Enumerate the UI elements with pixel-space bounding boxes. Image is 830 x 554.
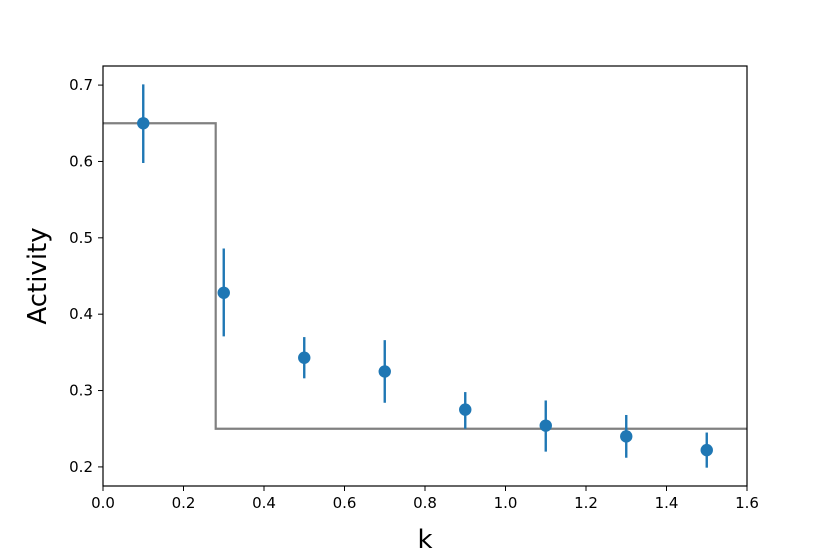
y-tick-label: 0.4 <box>69 305 93 323</box>
x-tick-label: 0.6 <box>333 494 357 512</box>
x-tick-label: 0.2 <box>172 494 196 512</box>
data-point <box>217 286 230 299</box>
data-point <box>298 351 311 364</box>
data-point <box>539 419 552 432</box>
x-tick-label: 0.4 <box>252 494 276 512</box>
x-tick-label: 1.6 <box>735 494 759 512</box>
y-tick-label: 0.2 <box>69 458 93 476</box>
y-tick-label: 0.5 <box>69 229 93 247</box>
step-line <box>103 122 747 430</box>
data-point <box>137 117 150 130</box>
x-tick-label: 0.8 <box>413 494 437 512</box>
x-axis-label: k <box>417 525 432 554</box>
data-point <box>700 443 713 457</box>
x-tick-label: 0.0 <box>91 494 115 512</box>
y-tick-label: 0.6 <box>69 152 93 170</box>
y-tick-label: 0.7 <box>69 76 93 94</box>
y-axis-label: Activity <box>23 227 53 324</box>
data-point <box>378 365 391 378</box>
x-tick-label: 1.2 <box>574 494 598 512</box>
x-tick-label: 1.0 <box>494 494 518 512</box>
data-point <box>459 403 472 416</box>
x-tick-label: 1.4 <box>655 494 679 512</box>
y-tick-label: 0.3 <box>69 382 93 400</box>
data-point <box>620 430 633 443</box>
